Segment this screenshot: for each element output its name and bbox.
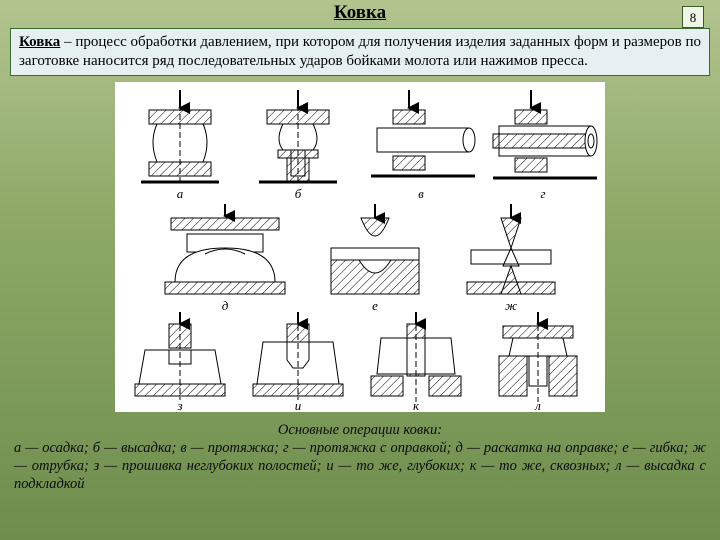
figure-wrap: а б в xyxy=(0,82,720,417)
definition-term: Ковка xyxy=(19,34,60,50)
fig-label-zh: ж xyxy=(505,298,517,313)
caption-body: а — осадка; б — высадка; в — протяжка; г… xyxy=(14,440,706,492)
page-title: Ковка xyxy=(0,0,720,24)
definition-text: – процесс обработки давлением, при котор… xyxy=(19,34,701,69)
fig-label-i: и xyxy=(295,398,302,412)
page-number-badge: 8 xyxy=(682,6,704,28)
fig-label-l: л xyxy=(534,398,541,412)
fig-label-z: з xyxy=(176,398,182,412)
fig-label-v: в xyxy=(418,186,424,201)
fig-label-k: к xyxy=(413,398,420,412)
fig-label-g: г xyxy=(540,186,545,201)
definition-box: Ковка – процесс обработки давлением, при… xyxy=(10,28,710,76)
forging-figure: а б в xyxy=(115,82,605,412)
fig-label-b: б xyxy=(295,186,302,201)
fig-label-e: е xyxy=(372,298,378,313)
fig-label-a: а xyxy=(177,186,184,201)
caption-heading: Основные операции ковки: xyxy=(14,421,706,439)
figure-caption: Основные операции ковки: а — осадка; б —… xyxy=(0,417,720,500)
fig-label-d: д xyxy=(222,298,229,313)
